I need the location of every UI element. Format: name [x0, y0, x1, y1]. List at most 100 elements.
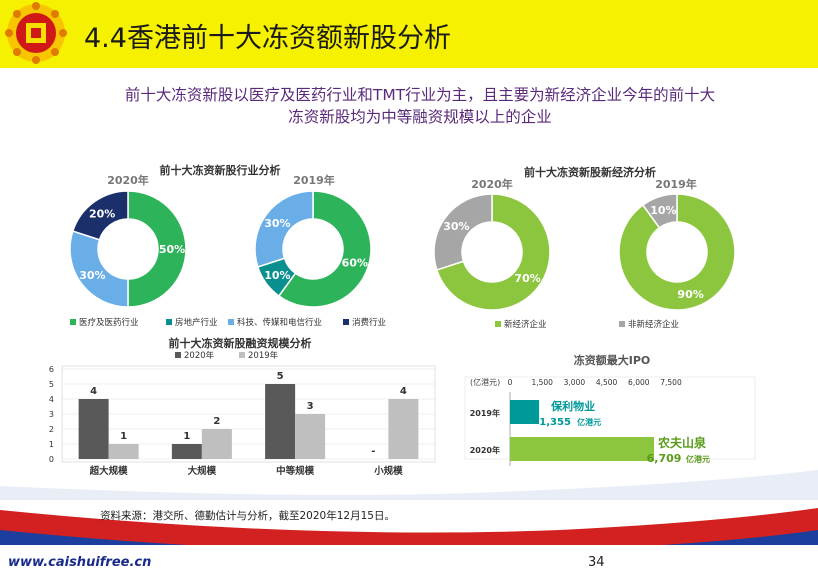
size-y-tick: 6 — [49, 365, 54, 374]
ipo-value-label: 6,709 — [647, 452, 682, 465]
size-legend-swatch — [239, 352, 245, 358]
neweco-chart-title: 前十大冻资新股新经济分析 — [524, 165, 656, 179]
size-data-label: 1 — [120, 431, 127, 442]
industry-legend-swatch — [228, 319, 234, 325]
industry-donut-2020: 50% 30% 20% — [69, 190, 187, 308]
ipo-x-tick: 1,500 — [531, 378, 553, 387]
size-bar — [388, 399, 419, 459]
size-legend-swatch — [175, 352, 181, 358]
size-category-label: 中等规模 — [276, 465, 315, 477]
subtitle-line-1: 前十大冻资新股以医疗及医药行业和TMT行业为主，且主要为新经济企业今年的前十大 — [124, 86, 716, 104]
website-url[interactable]: www.caishuifree.cn — [8, 555, 152, 570]
industry-donut-2019: 60% 10% 30% — [254, 190, 372, 308]
industry-2020-slice — [127, 190, 187, 308]
footer-swoosh — [0, 470, 818, 500]
ipo-company-label: 保利物业 — [550, 399, 595, 413]
ipo-category-label: 2019年 — [470, 408, 500, 418]
source-note: 资料来源：港交所、德勤估计与分析，截至2020年12月15日。 — [100, 510, 395, 522]
ipo-x-tick: 6,000 — [628, 378, 650, 387]
industry-legend-item: 医疗及医药行业 — [79, 317, 139, 328]
industry-legend-item: 房地产行业 — [175, 317, 218, 328]
neweco-2019-slice — [641, 193, 678, 229]
subtitle-line-2: 冻资新股均为中等融资规模以上的企业 — [288, 108, 552, 126]
size-chart-title: 前十大冻资新股融资规模分析 — [169, 336, 312, 350]
industry-panel-2020-label: 2020年 — [107, 173, 149, 187]
size-data-label: 2 — [213, 416, 220, 427]
industry-legend: 医疗及医药行业 房地产行业 科技、传媒和电信行业 消费行业 — [70, 317, 386, 328]
industry-2019-data-label: 10% — [264, 269, 290, 282]
neweco-2019-data-label: 10% — [650, 204, 676, 217]
industry-panel-2019-label: 2019年 — [293, 173, 335, 187]
industry-2020-slice — [71, 190, 129, 241]
neweco-donut-2019: 90% 10% — [618, 193, 736, 311]
neweco-2020-slice — [433, 193, 493, 271]
industry-chart: 前十大冻资新股行业分析 2020年 2019年 50% 30% 20% 60% 10%… — [69, 163, 386, 328]
size-bar — [171, 444, 202, 459]
ipo-value-unit: 亿港元 — [686, 454, 710, 464]
subtitle: 前十大冻资新股以医疗及医药行业和TMT行业为主，且主要为新经济企业今年的前十大 … — [60, 84, 780, 128]
size-legend-item: 2020年 — [184, 350, 215, 361]
size-y-tick: 3 — [49, 410, 54, 419]
industry-legend-item: 消费行业 — [352, 317, 386, 328]
size-y-tick: 5 — [49, 380, 54, 389]
neweco-2020-data-label: 70% — [514, 272, 540, 285]
industry-2020-data-label: 20% — [89, 207, 115, 220]
neweco-legend-swatch — [495, 321, 501, 327]
size-legend: 2020年 2019年 — [175, 350, 279, 361]
neweco-legend: 新经济企业 非新经济企业 — [495, 319, 679, 330]
neweco-2019-slice — [618, 193, 736, 311]
industry-2019-slice — [277, 190, 372, 308]
ipo-chart-title: 冻资额最大IPO — [574, 353, 651, 367]
size-data-label: 4 — [90, 386, 97, 397]
ipo-x-tick: 7,500 — [660, 378, 682, 387]
ipo-company-label: 农夫山泉 — [657, 435, 707, 450]
size-data-label: - — [371, 446, 375, 457]
size-y-tick: 2 — [49, 425, 54, 434]
ipo-value-unit: 亿港元 — [577, 417, 601, 427]
footer-band — [0, 500, 818, 580]
neweco-chart: 前十大冻资新股新经济分析 2020年 2019年 70% 30% 90% 10% 新… — [433, 165, 736, 330]
industry-legend-swatch — [70, 319, 76, 325]
neweco-donut-2020: 70% 30% — [433, 193, 551, 311]
size-data-label: 3 — [307, 401, 314, 412]
charts-canvas: 前十大冻资新股行业分析 2020年 2019年 50% 30% 20% 60% 10%… — [0, 163, 818, 500]
ipo-x-tick: 0 — [508, 378, 513, 387]
size-data-label: 4 — [400, 386, 407, 397]
size-chart: 前十大冻资新股融资规模分析 2020年 2019年 0 1 2 3 4 5 6 4 1 超大规模 1 2… — [49, 336, 436, 477]
size-y-tick: 1 — [49, 440, 54, 449]
size-y-tick: 0 — [49, 455, 54, 464]
size-bar — [78, 399, 109, 459]
ipo-bars: 0 1,500 3,000 4,500 6,000 7,500 2019年 保利物业 1,355… — [464, 376, 756, 466]
size-bar — [295, 414, 326, 459]
size-data-label: 5 — [277, 371, 284, 382]
page-number: 34 — [588, 555, 605, 570]
neweco-panel-2020-label: 2020年 — [471, 177, 513, 191]
neweco-legend-item: 新经济企业 — [504, 319, 547, 330]
size-bar — [201, 429, 232, 459]
ipo-bar — [510, 400, 540, 424]
size-data-label: 1 — [183, 431, 190, 442]
ipo-unit-label: (亿港元) — [470, 377, 500, 387]
industry-2019-data-label: 60% — [342, 257, 368, 270]
industry-legend-swatch — [166, 319, 172, 325]
title-bar — [0, 0, 818, 68]
neweco-2019-data-label: 90% — [677, 288, 703, 301]
ipo-x-tick: 4,500 — [596, 378, 618, 387]
size-bar — [108, 444, 139, 459]
industry-chart-title: 前十大冻资新股行业分析 — [160, 163, 281, 177]
size-category-label: 大规模 — [188, 465, 217, 477]
industry-legend-swatch — [343, 319, 349, 325]
ipo-chart: 冻资额最大IPO (亿港元) 0 1,500 3,000 4,500 6,000 7,50… — [464, 353, 756, 466]
industry-2020-data-label: 30% — [79, 269, 105, 282]
ipo-value-label: 1,355 — [539, 417, 571, 428]
industry-2020-data-label: 50% — [159, 243, 185, 256]
ipo-category-label: 2020年 — [470, 445, 500, 455]
neweco-2020-data-label: 30% — [443, 220, 469, 233]
neweco-2020-slice — [435, 193, 551, 311]
industry-2019-data-label: 30% — [264, 217, 290, 230]
page-title: 4.4香港前十大冻资额新股分析 — [84, 23, 451, 54]
logo — [5, 2, 67, 64]
neweco-legend-swatch — [619, 321, 625, 327]
neweco-legend-item: 非新经济企业 — [628, 319, 679, 330]
neweco-panel-2019-label: 2019年 — [655, 177, 697, 191]
